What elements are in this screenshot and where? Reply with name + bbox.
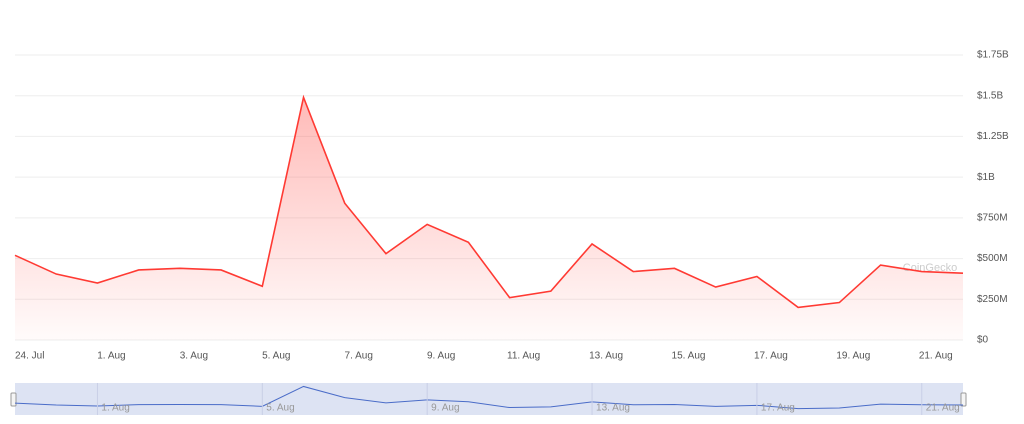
y-tick-label: $1.75B: [977, 50, 1009, 61]
navigator-handle[interactable]: [960, 392, 967, 407]
navigator-label: 5. Aug: [266, 403, 294, 414]
x-tick-label: 19. Aug: [836, 351, 870, 362]
x-tick-label: 3. Aug: [180, 351, 208, 362]
y-tick-label: $1B: [977, 172, 995, 183]
navigator-label: 13. Aug: [596, 403, 630, 414]
navigator-label: 9. Aug: [431, 403, 459, 414]
navigator-label: 1. Aug: [101, 403, 129, 414]
line: [14, 94, 964, 309]
navigator-background: [15, 383, 963, 415]
x-tick-label: 21. Aug: [919, 351, 953, 362]
navigator-label: 21. Aug: [926, 403, 960, 414]
x-tick-label: 13. Aug: [589, 351, 623, 362]
navigator-label: 17. Aug: [761, 403, 795, 414]
x-tick-label: 24. Jul: [15, 351, 44, 362]
y-tick-label: $250M: [977, 294, 1008, 305]
y-tick-label: $500M: [977, 253, 1008, 264]
navigator-handle[interactable]: [10, 392, 17, 407]
y-tick-label: $1.5B: [977, 90, 1003, 101]
area: [15, 97, 963, 340]
x-tick-label: 1. Aug: [97, 351, 125, 362]
x-tick-label: 9. Aug: [427, 351, 455, 362]
y-tick-label: $0: [977, 335, 989, 346]
y-tick-label: $750M: [977, 212, 1008, 223]
x-tick-label: 7. Aug: [345, 351, 373, 362]
x-tick-label: 15. Aug: [672, 351, 706, 362]
y-tick-label: $1.25B: [977, 131, 1009, 142]
x-tick-label: 5. Aug: [262, 351, 290, 362]
x-tick-label: 17. Aug: [754, 351, 788, 362]
navigator-line: [14, 385, 964, 410]
x-tick-label: 11. Aug: [507, 351, 540, 362]
